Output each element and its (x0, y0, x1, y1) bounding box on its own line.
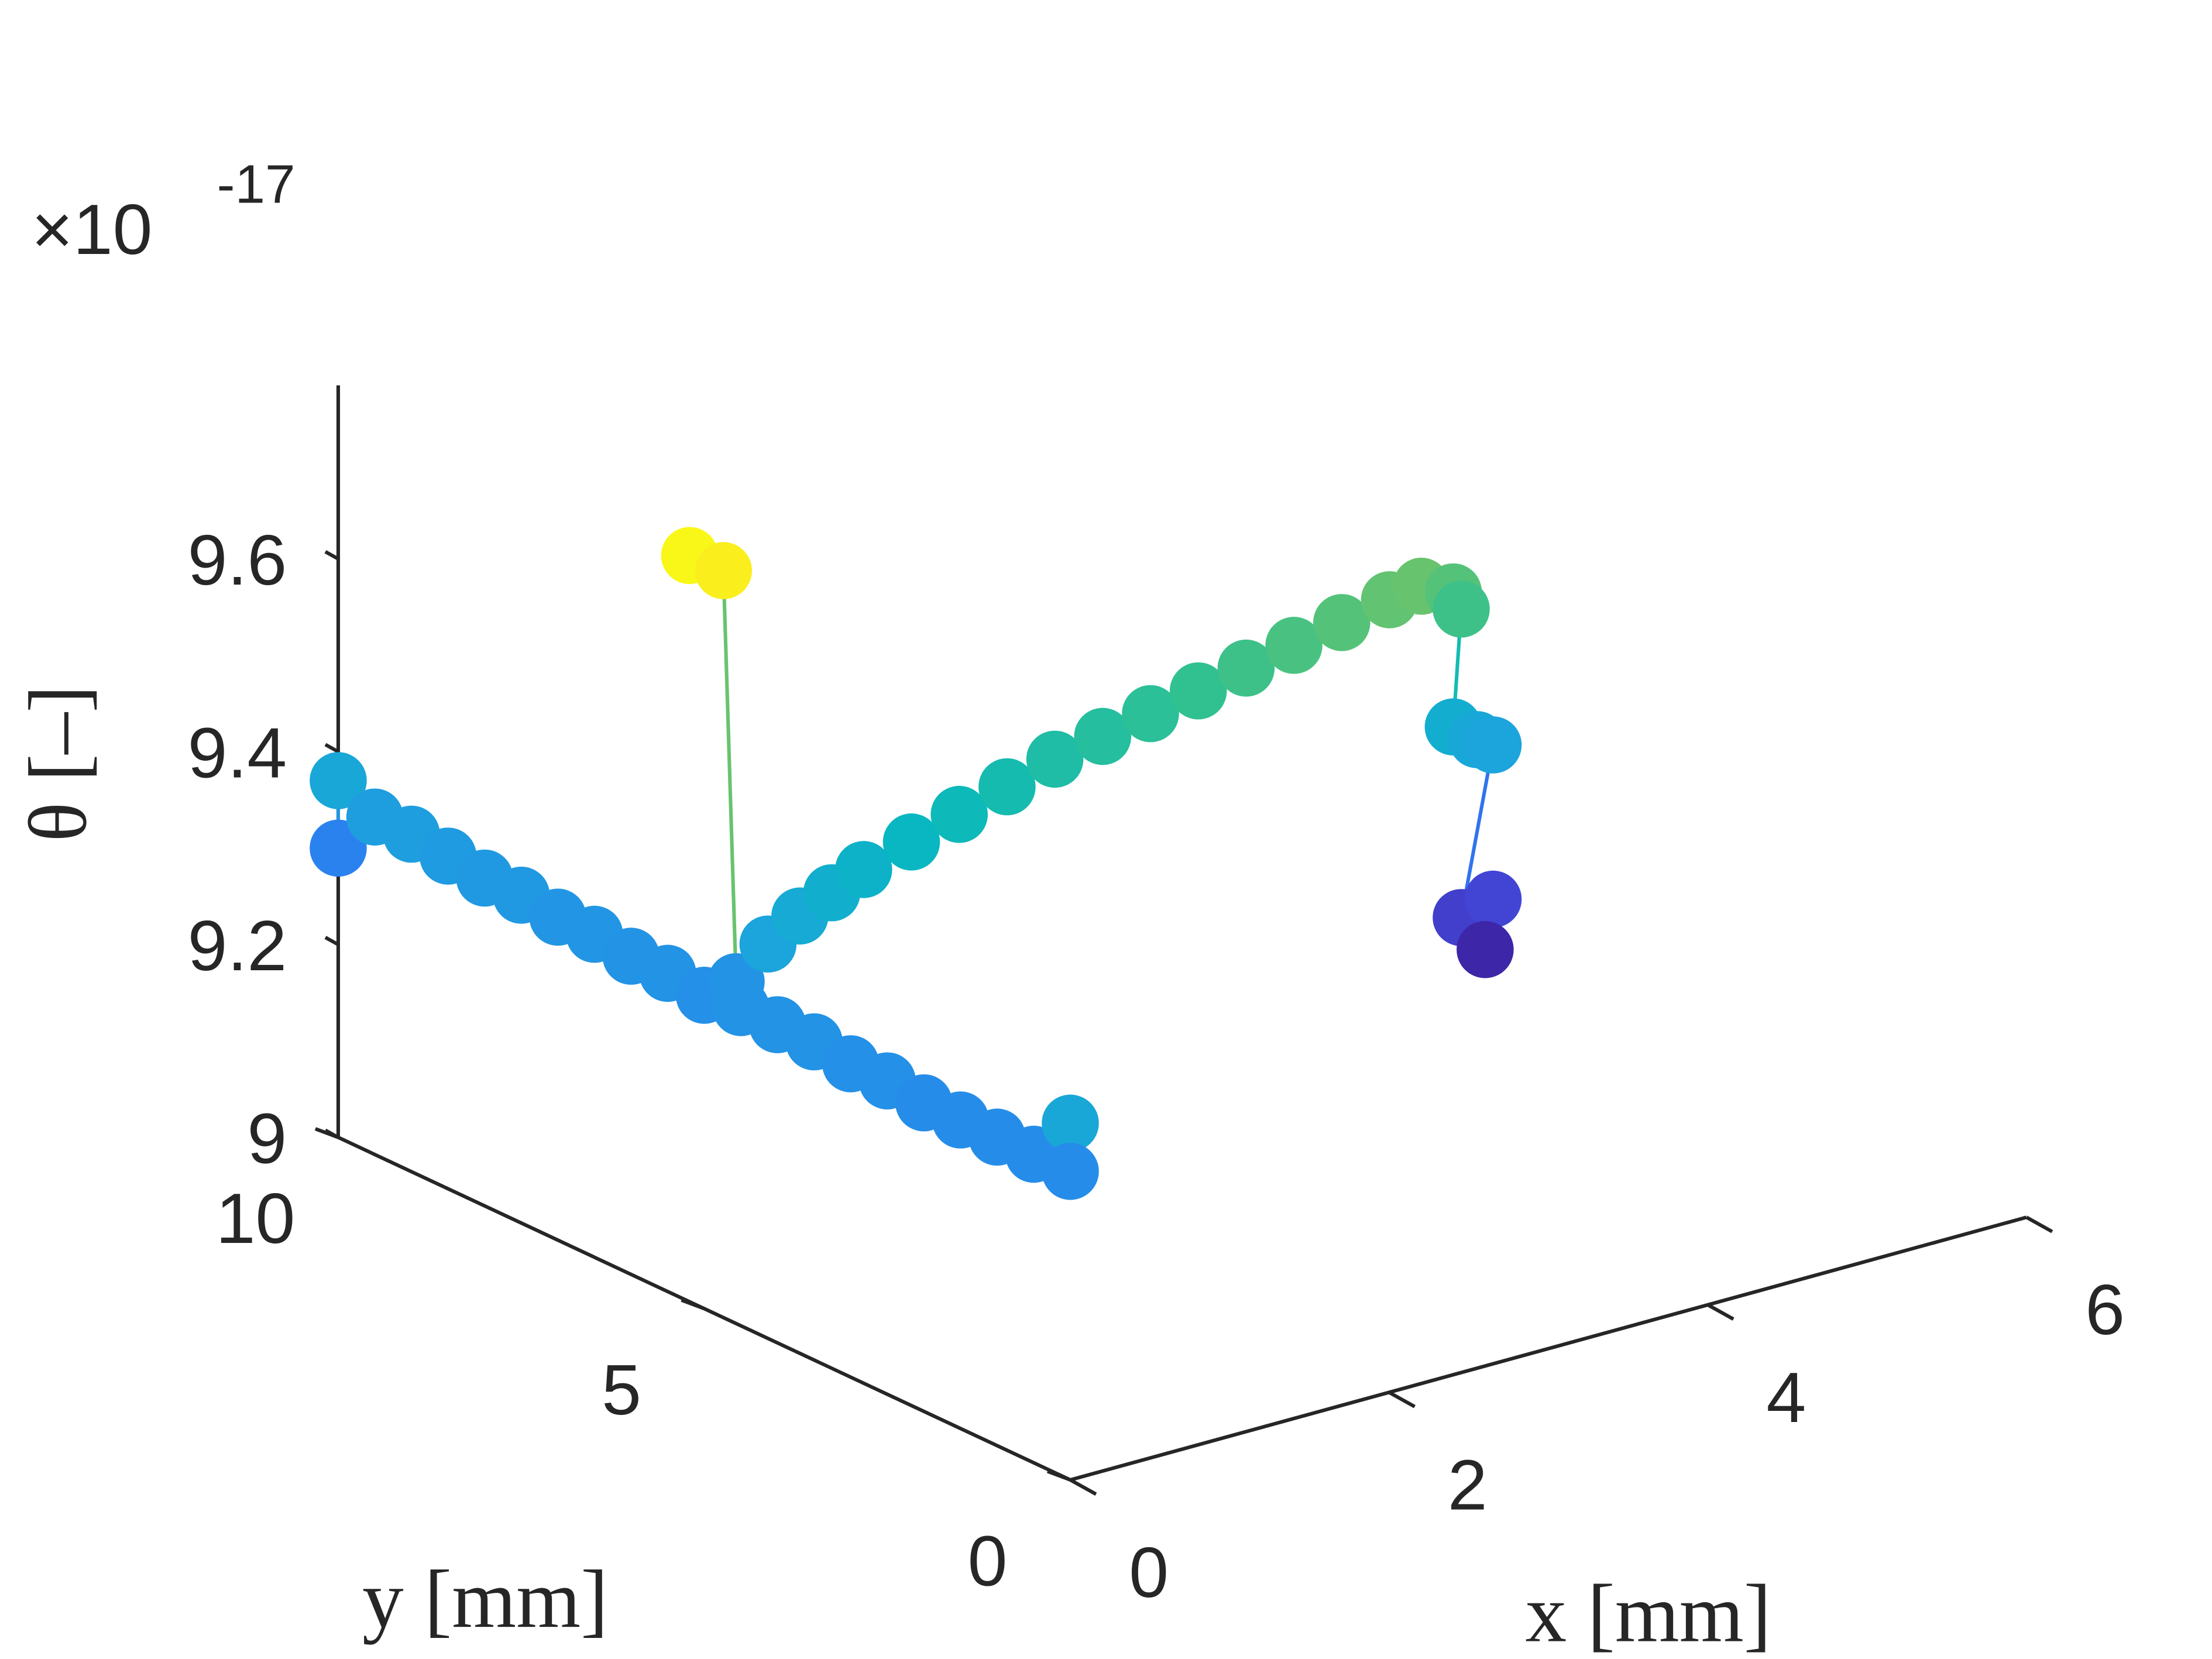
marker (1217, 639, 1275, 697)
x-tick (1069, 1478, 1097, 1496)
y-axis-label: y [mm] (362, 1553, 608, 1645)
marker (835, 841, 892, 898)
z-tick-label: 9.2 (188, 906, 287, 985)
y-tick-label: 10 (216, 1179, 296, 1258)
x-tick-label: 0 (1129, 1533, 1169, 1612)
marker (695, 542, 752, 599)
z-axis-label: θ [–] (12, 685, 104, 842)
x-tick (1706, 1303, 1734, 1321)
marker (1464, 716, 1522, 774)
marker (1433, 580, 1490, 638)
marker (1042, 1094, 1099, 1152)
y-tick-label: 0 (968, 1521, 1008, 1600)
y-tick-label: 5 (602, 1350, 641, 1430)
marker (1313, 594, 1371, 651)
marker (310, 752, 367, 809)
x-axis-label: x [mm] (1526, 1568, 1771, 1659)
z-tick (324, 743, 339, 754)
y-tick (1046, 1469, 1071, 1482)
x-tick-label: 2 (1448, 1445, 1488, 1524)
marker (1265, 617, 1323, 674)
x-axis (1070, 1215, 2027, 1482)
marker (1122, 685, 1179, 743)
x-tick-label: 4 (1767, 1358, 1806, 1437)
x-tick-label: 6 (2085, 1270, 2125, 1349)
marker (1074, 707, 1132, 765)
marker (1026, 730, 1084, 788)
marker (882, 813, 940, 871)
z-tick-label: 9.4 (188, 713, 287, 792)
z-tick-label: 9.6 (188, 520, 287, 600)
marker (1042, 1142, 1099, 1200)
connector (722, 570, 739, 982)
x-tick (1388, 1390, 1416, 1409)
z-tick-label: 9 (247, 1099, 287, 1179)
z-tick (324, 1128, 339, 1139)
marker (707, 953, 765, 1011)
exponent-power: -17 (217, 153, 296, 214)
marker (1169, 662, 1227, 720)
exponent-label: ×10 -17 (32, 153, 296, 269)
marker (1457, 920, 1514, 978)
y-tick (681, 1298, 705, 1311)
marker (1464, 870, 1522, 928)
marker (930, 785, 988, 843)
x-tick (2025, 1215, 2053, 1234)
marker (978, 758, 1036, 816)
z-tick (324, 550, 339, 561)
exponent-base: ×10 (32, 190, 153, 269)
z-tick (324, 936, 339, 946)
